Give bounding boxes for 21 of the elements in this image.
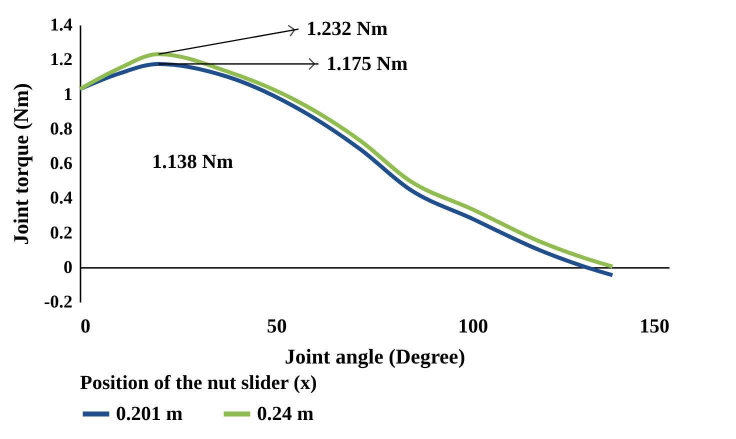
y-axis-title: Joint torque (Nm) <box>9 83 34 245</box>
annotation: 1.138 Nm <box>152 151 234 173</box>
y-tick-label: 1.2 <box>50 49 72 70</box>
y-tick-label: -0.2 <box>44 292 72 312</box>
legend-title: Position of the nut slider (x) <box>80 372 317 394</box>
y-tick-label: 0.4 <box>50 188 72 208</box>
y-tick-label: 1.4 <box>50 14 72 34</box>
y-tick-label: 0.6 <box>50 153 72 173</box>
y-tick-label: 1 <box>64 84 72 104</box>
x-tick-label: 150 <box>640 316 670 338</box>
y-tick-label: 0.8 <box>50 118 72 138</box>
legend-label: 0.24 m <box>257 403 314 425</box>
x-tick-label: 50 <box>266 316 287 338</box>
legend-label: 0.201 m <box>116 403 183 425</box>
annotation: 1.232 Nm <box>306 18 388 40</box>
x-axis-title: Joint angle (Degree) <box>284 344 466 368</box>
y-tick-label: 0.2 <box>50 222 72 242</box>
x-tick-label: 0 <box>80 316 90 338</box>
y-tick-label: 0 <box>64 256 72 277</box>
x-tick-label: 100 <box>458 316 488 338</box>
annotation: 1.175 Nm <box>326 52 408 75</box>
